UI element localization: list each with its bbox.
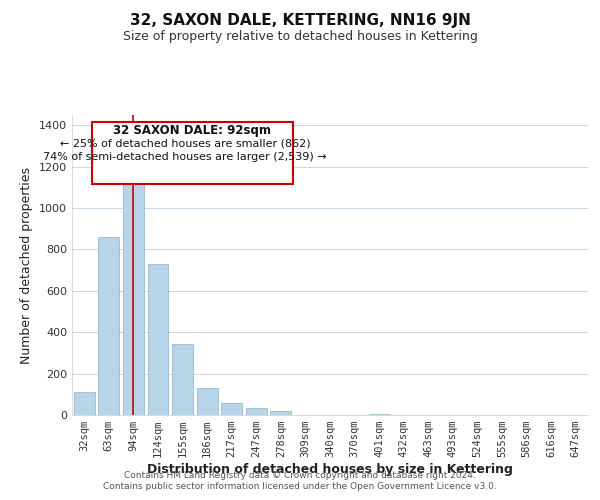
Bar — [172, 344, 193, 415]
Text: Contains public sector information licensed under the Open Government Licence v3: Contains public sector information licen… — [103, 482, 497, 491]
Text: Contains HM Land Registry data © Crown copyright and database right 2024.: Contains HM Land Registry data © Crown c… — [124, 471, 476, 480]
Bar — [74, 392, 95, 415]
Bar — [221, 402, 242, 415]
Text: 74% of semi-detached houses are larger (2,539) →: 74% of semi-detached houses are larger (… — [43, 152, 327, 162]
Bar — [271, 412, 292, 415]
Y-axis label: Number of detached properties: Number of detached properties — [20, 166, 34, 364]
Text: 32 SAXON DALE: 92sqm: 32 SAXON DALE: 92sqm — [113, 124, 271, 136]
Text: 32, SAXON DALE, KETTERING, NN16 9JN: 32, SAXON DALE, KETTERING, NN16 9JN — [130, 12, 470, 28]
Bar — [123, 178, 144, 415]
Bar — [98, 237, 119, 415]
Bar — [148, 264, 169, 415]
Bar — [368, 414, 389, 415]
FancyBboxPatch shape — [92, 122, 293, 184]
Bar — [246, 408, 267, 415]
Text: Size of property relative to detached houses in Kettering: Size of property relative to detached ho… — [122, 30, 478, 43]
X-axis label: Distribution of detached houses by size in Kettering: Distribution of detached houses by size … — [147, 463, 513, 476]
Text: ← 25% of detached houses are smaller (862): ← 25% of detached houses are smaller (86… — [60, 139, 310, 149]
Bar — [197, 388, 218, 415]
